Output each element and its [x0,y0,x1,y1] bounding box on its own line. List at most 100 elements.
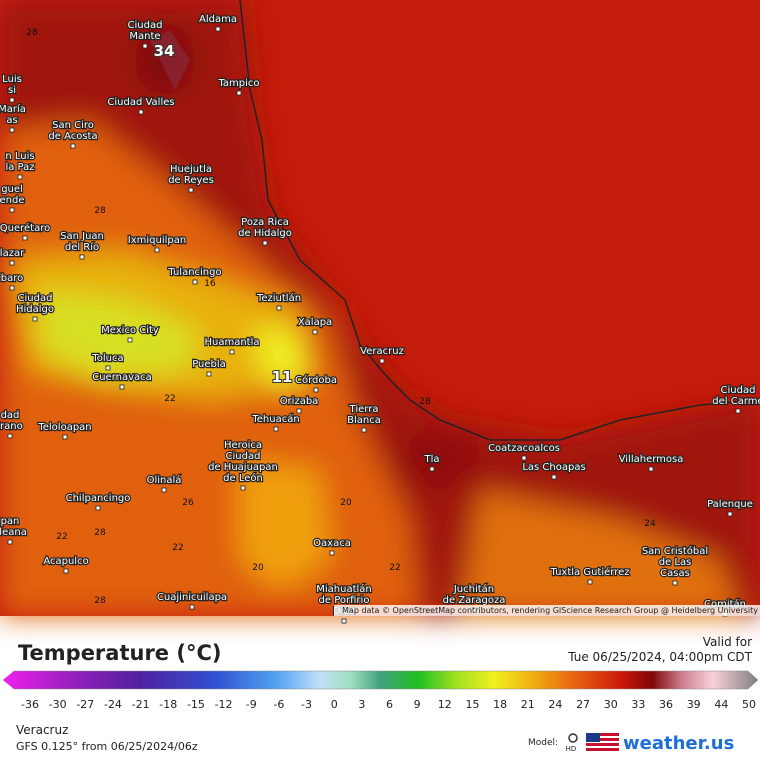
city-marker [9,97,15,103]
city-marker [587,579,593,585]
city-label: Tulancingo [167,267,221,278]
colorbar-tick: -21 [132,698,150,711]
city-marker [262,240,268,246]
city-marker [313,387,319,393]
city-label: Tampico [217,78,259,89]
city-label: Casas [660,568,690,579]
city-label: Oaxaca [313,538,351,549]
city-label: María [0,103,26,115]
contour-label: 24 [644,519,656,529]
colorbar-tick: 50 [742,698,756,711]
city-label: Ciudad Valles [107,97,174,108]
valid-time: Tue 06/25/2024, 04:00pm CDT [567,650,752,664]
colorbar-tick: 9 [414,698,421,711]
city-label: as [6,115,17,126]
colorbar-tick: -9 [246,698,257,711]
city-marker [361,427,367,433]
city-label: Palenque [707,499,753,510]
city-label: San Juan [60,231,104,242]
city-marker [7,433,13,439]
contour-label: 22 [56,532,67,542]
city-label: Tuxtla Gutiérrez [549,566,629,578]
city-label: lazar [0,248,25,259]
city-marker [9,207,15,213]
city-label: de Huajuapan [208,462,278,473]
colorbar-tick: 39 [687,698,701,711]
contour-label: 20 [252,563,264,573]
valid-label: Valid for [703,635,752,649]
city-label: irano [0,421,23,432]
city-label: Puebla [192,359,226,370]
city-marker [142,43,148,49]
city-label: Tla [423,454,439,465]
colorbar-tick: 18 [493,698,507,711]
contour-label: 20 [340,498,352,508]
city-marker [9,285,15,291]
colorbar-tick: -24 [104,698,122,711]
city-label: Córdoba [295,374,337,386]
city-label: de Zaragoza [443,595,506,606]
legend-title: Temperature (°C) [18,641,221,665]
contour-label: 28 [94,206,106,216]
city-marker [79,254,85,260]
city-marker [127,337,133,343]
colorbar-tick: 33 [631,698,645,711]
city-marker [551,474,557,480]
city-label: Chilpancingo [66,493,131,504]
search-icon [568,733,578,743]
city-label: Mante [129,31,160,42]
model-run: GFS 0.125° from 06/25/2024/06z [16,740,198,753]
colorbar-tick: -36 [21,698,39,711]
colorbar-tick: 3 [358,698,365,711]
city-marker [22,235,28,241]
colorbar-tick: 24 [548,698,562,711]
map [0,0,760,616]
city-marker [9,260,15,266]
colorbar-tick: -12 [215,698,233,711]
city-marker [17,174,23,180]
city-marker [70,143,76,149]
city-marker [648,466,654,472]
city-label: dad [1,410,20,421]
city-label: Hidalgo [16,304,54,315]
city-label: Querétaro [0,222,50,234]
city-marker [296,408,302,414]
contour-label: 28 [94,596,106,606]
contour-label: 22 [164,394,175,404]
city-label: Luis [2,74,22,85]
city-marker [273,426,279,432]
city-label: de Acosta [48,131,97,142]
city-label: Aldama [199,14,237,25]
city-marker [119,384,125,390]
attribution-bg [334,605,760,616]
colorbar-tick: 36 [659,698,673,711]
city-marker [672,580,678,586]
city-label: Heroica [224,440,262,451]
colorbar-tick: 12 [438,698,452,711]
city-marker [240,485,246,491]
colorbar-tick: 27 [576,698,590,711]
city-label: Miahuatlán [316,583,372,595]
city-label: Ciudad [226,451,261,462]
city-marker [32,316,38,322]
city-label: Villahermosa [619,454,684,465]
contour-label: 28 [94,528,106,538]
city-label: Xalapa [298,317,332,328]
city-label: San Cristóbal [642,545,708,557]
city-marker [189,604,195,610]
city-label: Ciudad [721,385,756,396]
contour-label: 28 [419,397,431,407]
city-label: Juchitán [453,583,494,595]
city-marker [7,539,13,545]
location: Veracruz [16,723,68,737]
city-label: pan [1,516,20,527]
colorbar-tick: -3 [301,698,312,711]
city-label: Tierra [349,404,379,415]
city-label: Olinalá [147,474,182,486]
city-marker [206,371,212,377]
city-label: Ixmiquilpan [128,235,186,246]
city-label: baro [1,273,24,284]
colorbar-tick: 44 [714,698,728,711]
city-label: Mexico City [101,325,159,336]
contour-label: 16 [204,279,216,289]
